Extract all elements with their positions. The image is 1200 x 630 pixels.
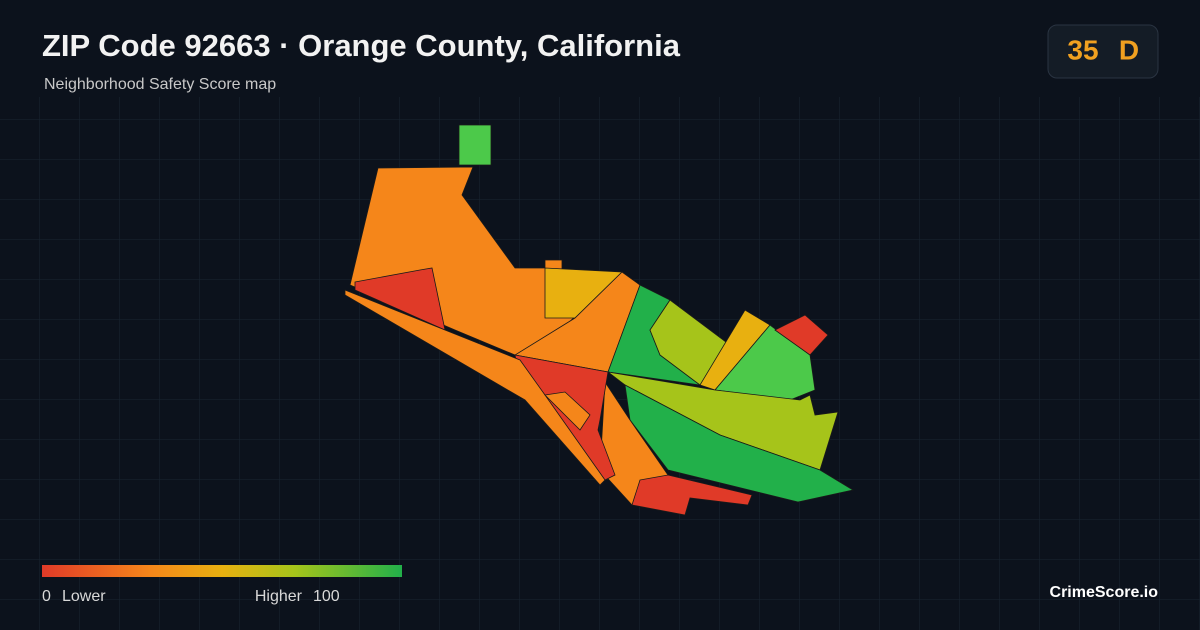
region	[458, 124, 492, 166]
region	[649, 299, 731, 386]
legend-min-label: Lower	[62, 588, 106, 605]
region	[344, 289, 606, 486]
score: 35	[1067, 34, 1098, 65]
subtitle: Neighborhood Safety Score map	[44, 76, 276, 93]
brand: CrimeScore.io	[1050, 584, 1159, 601]
region	[624, 384, 855, 503]
region	[544, 391, 591, 431]
legend-scale	[42, 565, 402, 577]
grade: D	[1119, 34, 1139, 65]
legend-min: 0	[42, 588, 51, 605]
score-badge	[1047, 24, 1159, 79]
region	[631, 474, 753, 516]
title: ZIP Code 92663 · Orange County, Californ…	[42, 28, 681, 63]
region	[774, 314, 829, 356]
region	[354, 267, 446, 331]
map	[344, 124, 855, 516]
legend-max: 100	[313, 588, 340, 605]
legend-max-label: Higher	[255, 588, 303, 605]
